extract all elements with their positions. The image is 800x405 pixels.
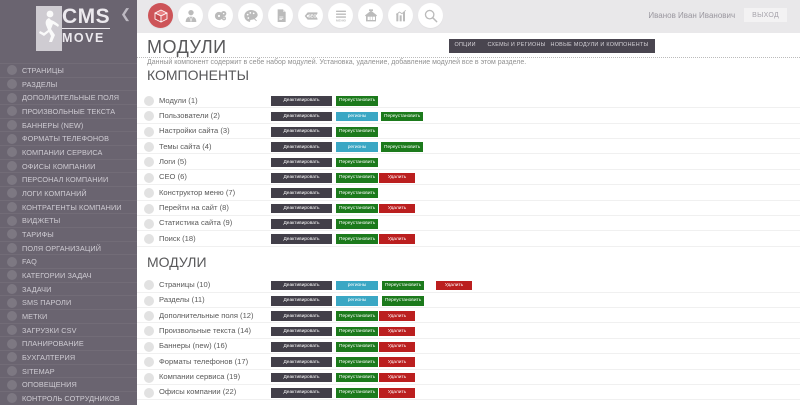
svg-text:МЕНЮ: МЕНЮ [336, 18, 347, 22]
svg-text:SEO: SEO [307, 13, 317, 18]
